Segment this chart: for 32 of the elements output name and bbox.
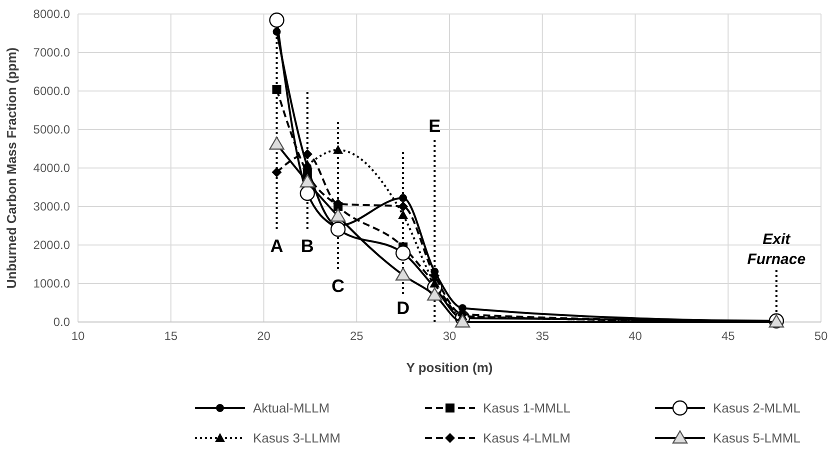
ref-line-label: Exit Furnace bbox=[747, 231, 806, 268]
x-tick-label: 30 bbox=[442, 329, 456, 343]
x-tick-label: 15 bbox=[164, 329, 178, 343]
legend-label: Kasus 5-LMML bbox=[713, 430, 800, 446]
x-tick-label: 50 bbox=[814, 329, 828, 343]
x-tick-label: 10 bbox=[71, 329, 85, 343]
y-tick-label: 6000.0 bbox=[33, 84, 70, 98]
legend-label: Aktual-MLLM bbox=[253, 400, 330, 416]
y-tick-label: 3000.0 bbox=[33, 200, 70, 214]
ref-line-label: B bbox=[300, 236, 314, 256]
y-axis-title: Unburned Carbon Mass Fraction (ppm) bbox=[4, 47, 19, 289]
legend-label: Kasus 4-LMLM bbox=[483, 430, 570, 446]
x-axis-title: Y position (m) bbox=[406, 360, 493, 375]
ref-line-label: D bbox=[396, 298, 410, 318]
legend-label: Kasus 1-MMLL bbox=[483, 400, 570, 416]
ref-line-label: E bbox=[428, 116, 441, 136]
ref-line-label: A bbox=[270, 236, 284, 256]
x-tick-label: 45 bbox=[721, 329, 736, 343]
legend-label: Kasus 2-MLML bbox=[713, 400, 800, 416]
x-tick-label: 35 bbox=[536, 329, 550, 343]
y-tick-label: 8000.0 bbox=[33, 7, 70, 22]
y-tick-label: 2000.0 bbox=[33, 238, 70, 252]
x-tick-label: 25 bbox=[350, 329, 364, 343]
x-tick-label: 40 bbox=[628, 329, 642, 343]
y-tick-label: 4000.0 bbox=[33, 161, 70, 176]
y-tick-label: 5000.0 bbox=[33, 122, 70, 137]
y-tick-label: 0.0 bbox=[53, 315, 70, 330]
x-tick-label: 20 bbox=[257, 329, 271, 343]
ref-line-label: C bbox=[332, 276, 345, 296]
y-tick-label: 1000.0 bbox=[33, 276, 70, 291]
legend-label: Kasus 3-LLMM bbox=[253, 430, 340, 446]
y-tick-label: 7000.0 bbox=[33, 46, 70, 60]
